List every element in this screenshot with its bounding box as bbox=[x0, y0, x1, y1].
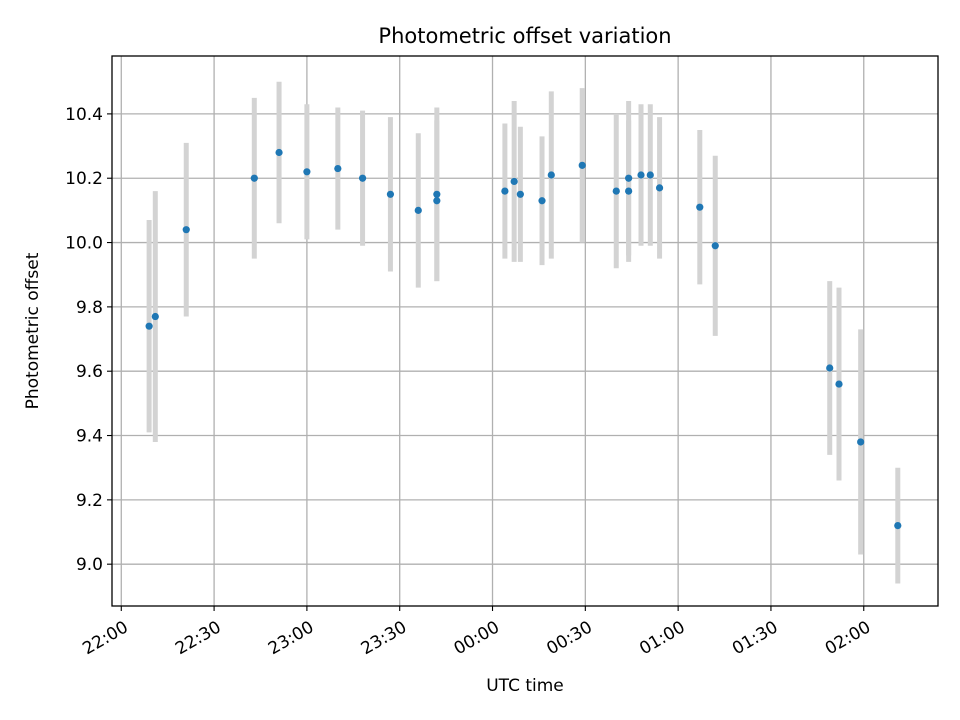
data-point bbox=[303, 168, 311, 176]
data-point bbox=[625, 174, 633, 182]
data-point bbox=[612, 187, 620, 195]
data-point bbox=[655, 184, 664, 192]
x-tick-label: 01:30 bbox=[729, 617, 781, 659]
y-tick-label: 10.4 bbox=[65, 105, 103, 125]
data-point bbox=[547, 171, 555, 179]
y-tick-label: 9.4 bbox=[76, 427, 103, 447]
plot-frame bbox=[111, 55, 939, 607]
error-bars bbox=[146, 81, 901, 584]
y-tick-label: 9.2 bbox=[76, 491, 103, 511]
data-point bbox=[275, 148, 283, 157]
data-point bbox=[250, 174, 258, 182]
y-tick-label: 9.8 bbox=[76, 298, 103, 318]
x-tick-label: 00:30 bbox=[543, 617, 595, 659]
data-point bbox=[358, 174, 367, 182]
data-point bbox=[835, 380, 843, 388]
grid bbox=[112, 56, 938, 606]
y-axis-ticks: 9.0 9.2 9.4 9.6 9.8 10.0 10.2 10.4 bbox=[65, 105, 112, 575]
x-tick-label: 01:00 bbox=[636, 617, 688, 659]
data-point bbox=[386, 190, 395, 198]
data-point bbox=[711, 242, 719, 250]
data-point bbox=[646, 171, 654, 179]
data-point bbox=[414, 206, 422, 214]
y-tick-label: 10.0 bbox=[65, 234, 103, 254]
data-point bbox=[334, 164, 342, 173]
x-tick-label: 23:30 bbox=[358, 617, 410, 659]
y-tick-label: 9.6 bbox=[76, 362, 103, 382]
x-axis-label: UTC time bbox=[486, 676, 564, 696]
y-tick-label: 10.2 bbox=[65, 169, 103, 189]
data-point bbox=[516, 190, 524, 198]
y-axis-label: Photometric offset bbox=[23, 252, 43, 409]
data-point bbox=[182, 226, 190, 234]
data-point bbox=[625, 187, 633, 195]
data-point bbox=[433, 190, 441, 198]
data-point bbox=[145, 322, 153, 330]
data-point bbox=[826, 364, 834, 372]
data-point bbox=[696, 203, 704, 211]
x-tick-label: 00:00 bbox=[451, 617, 503, 659]
data-point bbox=[637, 171, 645, 179]
data-point bbox=[857, 438, 865, 446]
x-tick-label: 23:00 bbox=[265, 617, 317, 659]
data-point bbox=[578, 161, 586, 169]
data-point bbox=[894, 521, 902, 530]
data-point bbox=[538, 197, 546, 205]
data-points bbox=[145, 148, 902, 530]
x-tick-label: 22:30 bbox=[172, 617, 224, 659]
x-tick-label: 22:00 bbox=[79, 617, 131, 659]
data-point bbox=[510, 177, 518, 186]
x-axis-ticks: 22:00 22:30 23:00 23:30 00:00 00:30 01:00 01:30… bbox=[79, 606, 874, 659]
y-tick-label: 9.0 bbox=[76, 555, 103, 575]
data-point bbox=[151, 312, 159, 321]
chart-title: Photometric offset variation bbox=[378, 24, 671, 48]
data-point bbox=[433, 197, 441, 205]
x-tick-label: 02:00 bbox=[822, 617, 874, 659]
data-point bbox=[501, 187, 509, 195]
